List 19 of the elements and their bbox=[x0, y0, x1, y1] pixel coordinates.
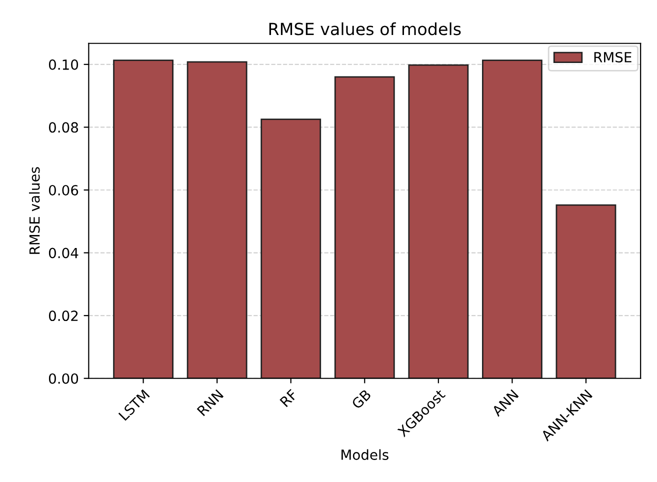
bar bbox=[408, 64, 469, 378]
y-tick-label: 0.00 bbox=[48, 373, 78, 384]
bar bbox=[186, 61, 248, 378]
chart-title: RMSE values of models bbox=[269, 22, 461, 36]
y-tick-label: 0.08 bbox=[48, 122, 78, 133]
bar bbox=[334, 76, 395, 378]
y-tick-label: 0.04 bbox=[48, 248, 78, 258]
x-axis-title: Models bbox=[342, 449, 388, 460]
y-tick-label: 0.02 bbox=[48, 310, 78, 322]
bar bbox=[482, 60, 542, 378]
bar bbox=[260, 118, 322, 378]
y-axis-title: RMSE values bbox=[29, 167, 40, 254]
legend-label: RMSE bbox=[594, 52, 632, 62]
bar bbox=[556, 204, 616, 378]
y-tick-label: 0.06 bbox=[48, 184, 78, 196]
bar bbox=[113, 60, 174, 378]
x-tick-label: GB bbox=[351, 388, 372, 410]
x-tick-label: RF bbox=[280, 388, 298, 408]
y-tick-label: 0.10 bbox=[48, 59, 78, 70]
